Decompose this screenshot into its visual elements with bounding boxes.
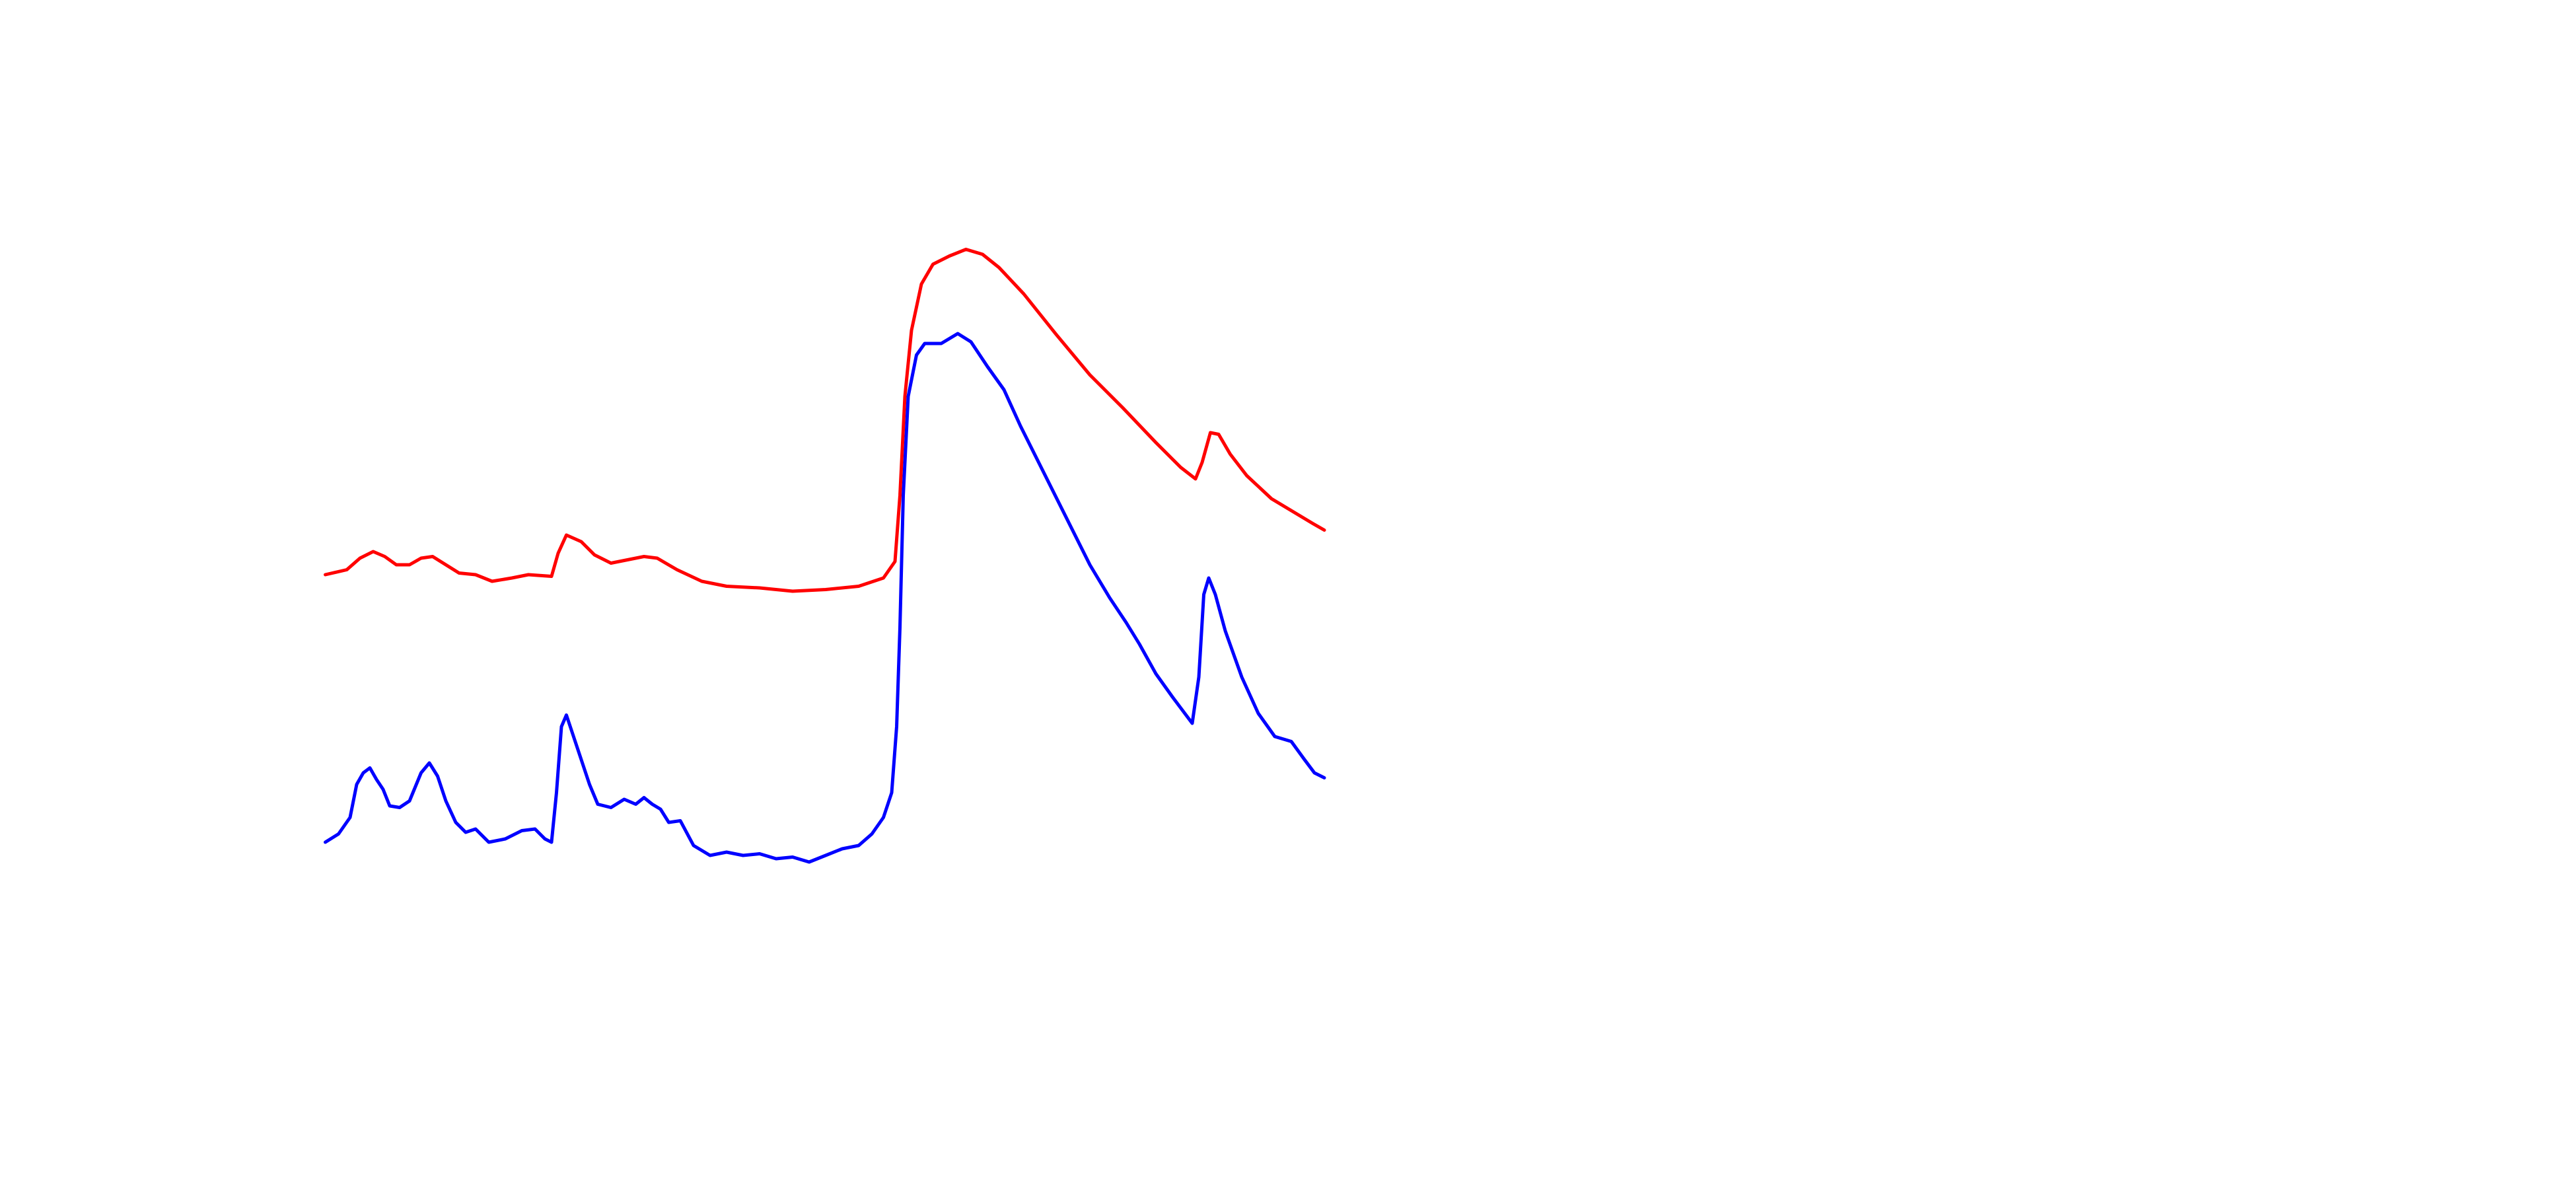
line-series	[324, 248, 1326, 593]
line-series	[324, 332, 1326, 864]
